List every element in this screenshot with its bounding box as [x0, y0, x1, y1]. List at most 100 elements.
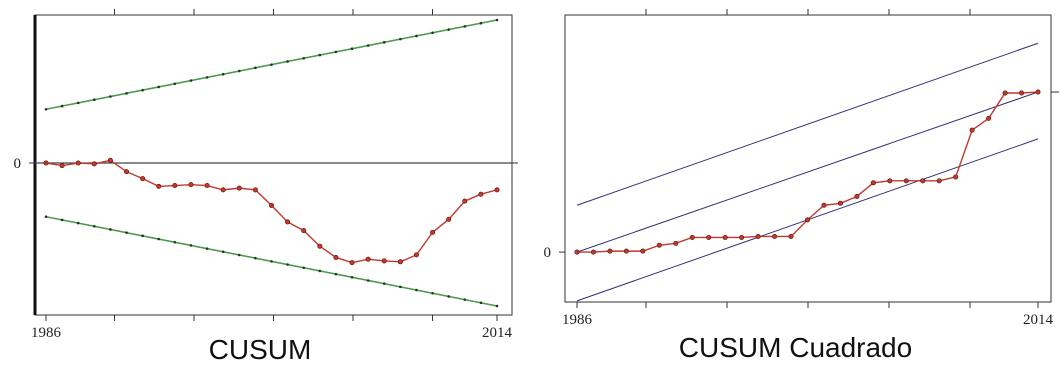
band-marker — [173, 240, 177, 244]
band-marker — [109, 228, 112, 231]
band-marker — [221, 72, 225, 76]
data-point — [75, 160, 81, 166]
band-marker — [399, 37, 402, 41]
data-point — [333, 254, 339, 260]
data-point — [156, 183, 162, 189]
band-marker — [44, 215, 48, 219]
data-point — [188, 182, 194, 188]
band-marker — [254, 66, 257, 70]
data-point — [986, 115, 992, 121]
band-marker — [415, 34, 418, 38]
y-tick-label-left: 0 — [544, 245, 552, 261]
data-point — [755, 233, 761, 239]
data-point — [285, 219, 291, 225]
data-point — [1002, 90, 1008, 96]
band-marker — [254, 256, 257, 260]
cusum-chart: 1986201400 CUSUM — [0, 0, 520, 377]
data-point — [804, 217, 810, 223]
data-point — [887, 178, 893, 184]
band-marker — [318, 53, 322, 57]
data-point — [607, 248, 613, 254]
cusum-plot: 1986201400 — [14, 9, 518, 340]
band-marker — [157, 85, 161, 89]
band-marker — [382, 41, 386, 44]
band-marker — [447, 28, 450, 31]
data-point — [623, 248, 629, 254]
band-marker — [350, 276, 354, 279]
data-point — [920, 178, 926, 184]
band-marker — [189, 79, 193, 82]
cusum-squared-plot: 1986 2014 0 — [544, 9, 1059, 328]
band-marker — [157, 237, 161, 241]
band-marker — [431, 31, 434, 35]
data-point — [772, 233, 778, 239]
data-point — [689, 234, 695, 240]
data-point — [706, 234, 712, 240]
band-marker — [302, 266, 306, 270]
band-marker — [237, 253, 241, 257]
x-tick-label-end: 2014 — [482, 325, 513, 340]
data-point — [722, 234, 728, 240]
data-point — [317, 243, 323, 249]
band-marker — [399, 285, 402, 289]
cusum-title: CUSUM — [208, 334, 312, 365]
band-marker — [76, 221, 80, 225]
x-tick-label-end: 2014 — [1023, 312, 1054, 328]
series-line — [45, 159, 498, 264]
data-point — [397, 259, 403, 265]
band-marker — [109, 95, 112, 98]
band-marker — [205, 247, 209, 250]
data-point — [91, 161, 97, 167]
band-marker — [463, 298, 467, 301]
data-point — [821, 202, 827, 208]
data-point — [837, 200, 843, 206]
data-point — [124, 169, 130, 175]
data-point — [220, 187, 226, 193]
band-marker — [366, 44, 370, 47]
band-marker — [382, 282, 386, 285]
data-point — [107, 157, 113, 163]
band-marker — [366, 279, 370, 282]
data-point — [969, 127, 975, 133]
data-point — [430, 229, 436, 235]
significance-band-2 — [576, 91, 1039, 253]
data-point — [301, 228, 307, 234]
band-marker — [302, 56, 306, 60]
band-marker — [93, 98, 96, 102]
band-marker — [479, 21, 483, 25]
band-marker — [334, 272, 338, 276]
data-point — [43, 160, 49, 166]
band-marker — [60, 218, 64, 222]
x-tick-label-start: 1986 — [31, 325, 62, 340]
data-point — [413, 252, 419, 258]
band-marker — [76, 101, 80, 105]
band-marker — [141, 88, 144, 92]
band-marker — [286, 60, 289, 63]
band-marker — [479, 301, 483, 305]
band-marker — [318, 269, 322, 273]
band-marker — [60, 104, 64, 108]
data-point — [478, 191, 484, 197]
band-marker — [270, 63, 273, 66]
data-point — [640, 248, 646, 254]
band-marker — [44, 107, 48, 111]
data-point — [204, 183, 210, 189]
data-point — [590, 249, 596, 255]
data-point — [903, 178, 909, 184]
band-marker — [334, 50, 338, 54]
data-point — [236, 185, 242, 191]
plot-frame — [564, 14, 1052, 303]
band-marker — [237, 69, 241, 73]
data-point — [574, 249, 580, 255]
data-point — [936, 178, 942, 184]
band-marker — [125, 231, 128, 234]
data-point — [656, 242, 662, 248]
band-marker — [463, 25, 467, 28]
data-point — [268, 202, 274, 208]
data-point — [673, 240, 679, 246]
cusum-squared-chart: 1986 2014 0 CUSUM Cuadrado — [530, 0, 1061, 377]
data-point — [59, 163, 65, 169]
band-marker — [189, 244, 193, 247]
band-marker — [270, 260, 273, 263]
data-point — [446, 216, 452, 222]
